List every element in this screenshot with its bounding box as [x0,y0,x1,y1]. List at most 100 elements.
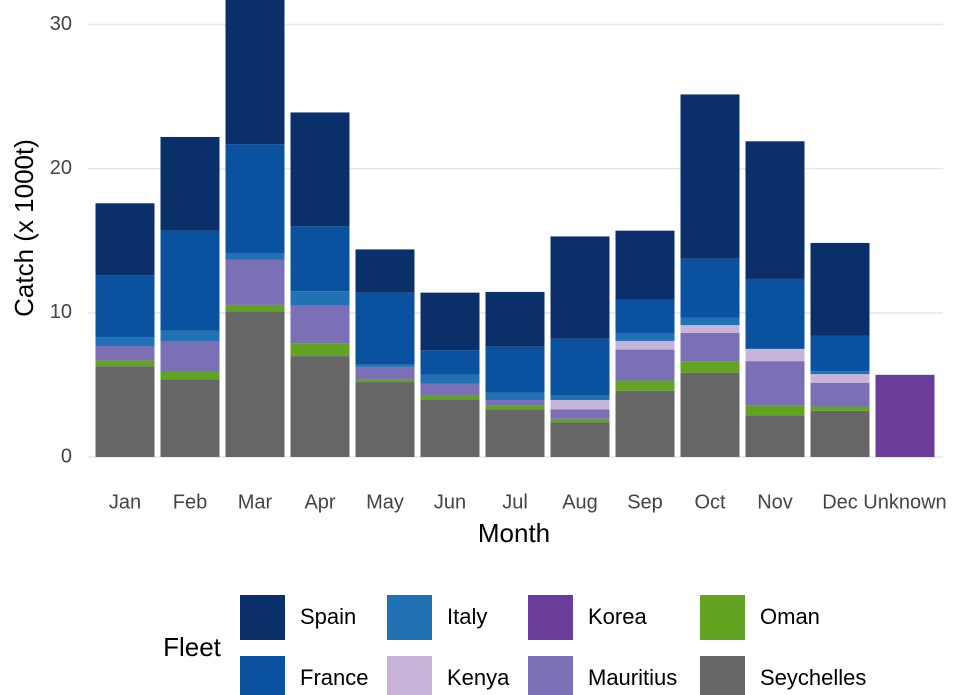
bar-segment [485,405,545,410]
bar-segment [680,325,740,334]
bar-segment [680,372,740,457]
bar-segment [615,340,675,350]
bar-segment [745,405,805,416]
x-tick-label: Dec [822,491,858,513]
bar-segment [160,341,220,372]
bar-segment [225,304,285,312]
bar-segment [420,399,480,457]
bar-segment [615,390,675,457]
x-tick-label: Sep [627,491,663,513]
bar-segment [810,242,870,336]
legend-label: Spain [300,604,356,629]
bar-segment [680,317,740,326]
bar-segment [225,253,285,260]
x-tick-label: Jul [502,491,528,513]
bar-segment [810,374,870,383]
bar-segment [95,360,155,367]
bar-segment [810,382,870,407]
bar-segment [550,338,610,396]
bar-segment [95,345,155,361]
bar-segment [95,203,155,276]
legend-label: Seychelles [760,665,866,690]
y-tick-label: 10 [50,301,72,323]
legend-key [700,595,745,640]
bar-segment [745,348,805,362]
legend-label: France [300,665,368,690]
legend-label: Kenya [447,665,510,690]
bar-segment [160,379,220,457]
bar-segment [290,291,350,306]
bar-segment [225,144,285,254]
x-tick-label: Nov [757,491,793,513]
x-tick-label: Unknown [863,491,946,513]
bar-segment [615,380,675,391]
x-tick-label: Feb [173,491,207,513]
bar-segment [420,383,480,396]
legend-key [700,656,745,695]
bar-segment [680,258,740,318]
bar-segment [550,418,610,423]
y-tick-label: 30 [50,13,72,35]
bar-segment [485,392,545,401]
bar-segment [745,415,805,457]
x-tick-label: Apr [304,491,335,513]
legend-label: Oman [760,604,820,629]
bar-segment [355,249,415,293]
bar-segment [225,311,285,457]
bar-segment [290,112,350,227]
bar-segment [550,409,610,419]
bar-segment [680,333,740,362]
legend-label: Mauritius [588,665,677,690]
bar-segment [355,379,415,383]
bar-segment [160,371,220,380]
bar-segment [745,278,805,349]
bar-segment [550,422,610,457]
x-tick-label: Jun [434,491,466,513]
bar-segment [160,230,220,331]
x-tick-label: May [366,491,404,513]
bar-segment [485,400,545,406]
bar-segment [550,236,610,339]
x-axis-label: Month [478,518,550,548]
bar-segment [875,374,935,457]
bar-segment [355,292,415,365]
bar-segment [420,350,480,375]
bar-segment [680,94,740,259]
legend-key [240,656,285,695]
bar-segment [615,230,675,300]
bar-segment [420,374,480,384]
bar-segment [745,361,805,406]
legend-label: Italy [447,604,487,629]
bar-segment [290,305,350,344]
bar-segment [95,366,155,457]
bar-segment [615,349,675,381]
bars [95,0,935,457]
bar-segment [355,382,415,457]
bar-segment [810,335,870,372]
y-axis-label: Catch (x 1000t) [9,139,39,317]
bar-segment [485,409,545,457]
legend-key [387,656,432,695]
x-tick-label: Aug [562,491,598,513]
legend-key [528,656,573,695]
y-tick-label: 20 [50,157,72,179]
bar-segment [225,0,285,145]
bar-segment [225,259,285,305]
bar-segment [420,395,480,400]
bar-segment [810,410,870,457]
bar-segment [615,333,675,341]
legend-key [528,595,573,640]
bar-segment [745,141,805,279]
bar-segment [355,366,415,380]
y-tick-label: 0 [61,445,72,467]
legend-title: Fleet [163,632,222,662]
bar-segment [290,226,350,292]
bar-segment [485,346,545,393]
legend-label: Korea [588,604,647,629]
bar-segment [810,371,870,375]
bar-segment [290,356,350,457]
x-tick-label: Oct [694,491,726,513]
bar-segment [420,292,480,351]
bar-segment [485,291,545,347]
